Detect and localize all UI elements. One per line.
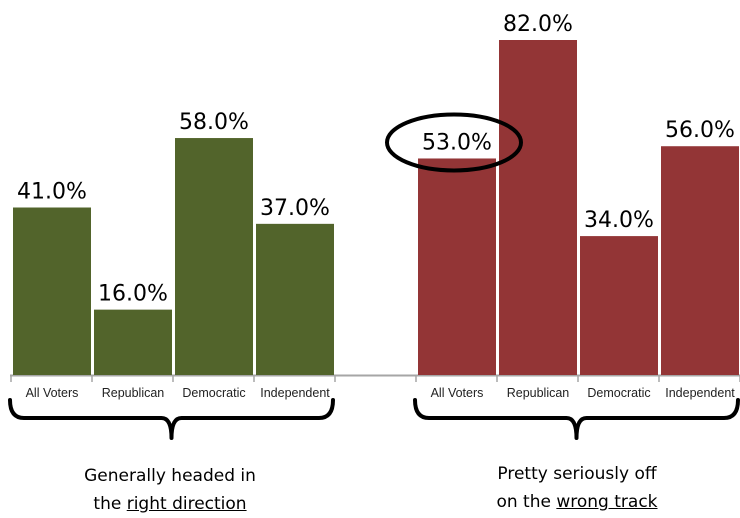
tick-label-right-direction-all-voters: All Voters bbox=[26, 386, 79, 400]
tick-label-right-direction-republican: Republican bbox=[102, 386, 165, 400]
tick-label-wrong-track-independent: Independent bbox=[665, 386, 735, 400]
caption-right-direction-underlined: right direction bbox=[126, 494, 247, 514]
tick-label-right-direction-independent: Independent bbox=[260, 386, 330, 400]
caption-wrong-track-underlined: wrong track bbox=[556, 492, 658, 512]
caption-right-direction-line2: the right direction bbox=[40, 490, 300, 518]
bar-right-direction-independent bbox=[256, 223, 334, 375]
bar-right-direction-all-voters bbox=[13, 207, 91, 375]
caption-right-direction: Generally headed in the right direction bbox=[40, 462, 300, 518]
data-label-right-direction-independent: 37.0% bbox=[260, 196, 330, 221]
bracket-wrong-track bbox=[413, 398, 740, 440]
bracket-right-direction bbox=[8, 398, 335, 440]
data-label-wrong-track-independent: 56.0% bbox=[665, 118, 735, 143]
bar-wrong-track-all-voters bbox=[418, 158, 496, 375]
data-label-right-direction-all-voters: 41.0% bbox=[17, 180, 87, 205]
bar-right-direction-democratic bbox=[175, 138, 253, 375]
tick-label-wrong-track-democratic: Democratic bbox=[587, 386, 650, 400]
caption-right-direction-prefix: the bbox=[93, 494, 127, 514]
bar-wrong-track-independent bbox=[661, 146, 739, 375]
caption-wrong-track-line1: Pretty seriously off bbox=[497, 464, 657, 484]
bar-right-direction-republican bbox=[94, 309, 172, 375]
data-label-wrong-track-republican: 82.0% bbox=[503, 12, 573, 37]
highlight-ellipse bbox=[385, 112, 523, 173]
data-label-right-direction-democratic: 58.0% bbox=[179, 110, 249, 135]
data-label-right-direction-republican: 16.0% bbox=[98, 282, 168, 307]
bar-wrong-track-republican bbox=[499, 40, 577, 375]
tick-label-wrong-track-republican: Republican bbox=[507, 386, 570, 400]
tick-label-right-direction-democratic: Democratic bbox=[182, 386, 245, 400]
tick-label-wrong-track-all-voters: All Voters bbox=[431, 386, 484, 400]
caption-wrong-track-line2: on the wrong track bbox=[447, 488, 707, 516]
caption-wrong-track: Pretty seriously off on the wrong track bbox=[447, 460, 707, 516]
caption-wrong-track-prefix: on the bbox=[496, 492, 557, 512]
data-label-wrong-track-all-voters: 53.0% bbox=[422, 130, 492, 155]
data-label-wrong-track-democratic: 34.0% bbox=[584, 208, 654, 233]
caption-right-direction-line1: Generally headed in bbox=[84, 466, 256, 486]
bar-wrong-track-democratic bbox=[580, 236, 658, 375]
